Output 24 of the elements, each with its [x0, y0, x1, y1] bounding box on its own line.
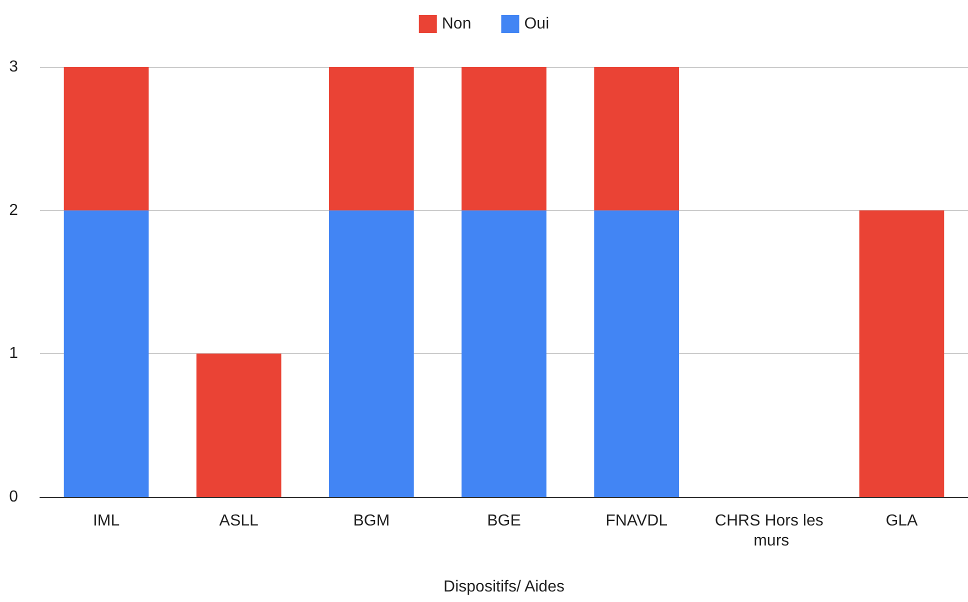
x-tick-label: GLA	[886, 512, 918, 530]
bar	[64, 210, 149, 497]
bar	[329, 67, 414, 210]
x-tick-label: CHRS Hors les murs	[714, 512, 824, 550]
x-tick-label: IML	[92, 512, 120, 530]
y-tick-label: 2	[9, 202, 18, 219]
bar	[859, 210, 944, 497]
bar	[64, 67, 149, 210]
legend-label: Oui	[524, 16, 550, 32]
bar	[594, 67, 679, 210]
x-tick-label: FNAVDL	[606, 512, 668, 530]
bar	[462, 67, 546, 210]
x-tick-label: BGM	[353, 512, 390, 530]
x-tick-label: BGE	[487, 512, 521, 530]
x-tick-label: ASLL	[219, 512, 259, 530]
bar	[196, 354, 282, 497]
y-tick-label: 1	[9, 345, 18, 362]
x-axis-title: Dispositifs/ Aides	[444, 578, 564, 596]
bar	[594, 210, 679, 497]
bar	[329, 210, 414, 497]
bar	[462, 210, 546, 497]
legend-label: Non	[442, 16, 472, 32]
y-tick-label: 0	[9, 488, 18, 506]
y-tick-label: 3	[9, 58, 18, 76]
